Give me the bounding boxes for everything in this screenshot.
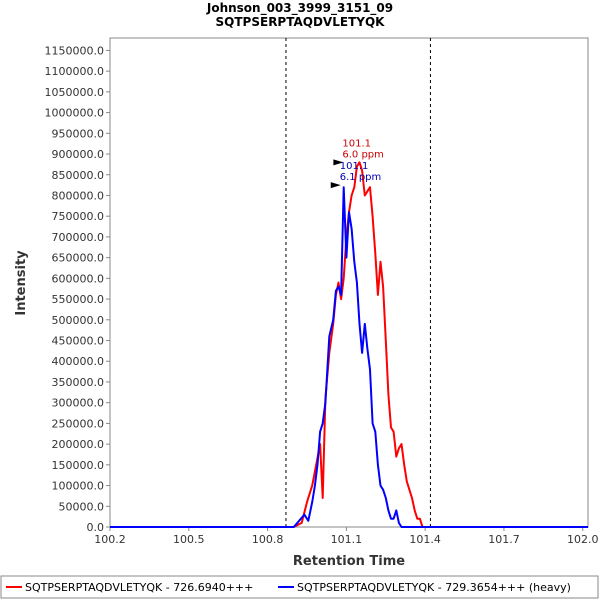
y-axis: 0.0 50000.0 100000.0 150000.0 200000.0 250000… (45, 44, 110, 534)
x-tick-label: 100.8 (252, 533, 284, 546)
peak-annotation-rt: 101.1 (342, 138, 371, 149)
chart-subtitle: SQTPSERPTAQDVLETYQK (216, 15, 386, 29)
y-tick-label: 1050000.0 (45, 86, 105, 99)
y-tick-label: 550000.0 (52, 293, 105, 306)
y-tick-label: 300000.0 (52, 397, 105, 410)
y-tick-label: 150000.0 (52, 459, 105, 472)
y-tick-label: 800000.0 (52, 189, 105, 202)
y-tick-label: 400000.0 (52, 355, 105, 368)
x-tick-label: 100.2 (94, 533, 126, 546)
x-axis: 100.2 100.5 100.8 101.1 101.4 101.7 102.0 (94, 527, 598, 546)
y-tick-label: 700000.0 (52, 231, 105, 244)
legend-entry-heavy: SQTPSERPTAQDVLETYQK - 729.3654+++ (heavy… (297, 581, 571, 594)
legend-entry-light: SQTPSERPTAQDVLETYQK - 726.6940+++ (25, 581, 253, 594)
y-axis-label: Intensity (14, 250, 29, 316)
peak-marker-arrow (333, 159, 344, 166)
plot-area (109, 37, 589, 528)
y-tick-label: 200000.0 (52, 438, 105, 451)
y-tick-label: 600000.0 (52, 272, 105, 285)
series-line-heavy (110, 186, 588, 528)
y-tick-label: 250000.0 (52, 417, 105, 430)
y-tick-label: 950000.0 (52, 127, 105, 140)
x-tick-label: 100.5 (173, 533, 205, 546)
y-tick-label: 0.0 (87, 521, 105, 534)
y-tick-label: 350000.0 (52, 376, 105, 389)
y-tick-label: 100000.0 (52, 480, 105, 493)
y-tick-label: 1150000.0 (45, 44, 105, 57)
y-tick-label: 450000.0 (52, 335, 105, 348)
y-tick-label: 900000.0 (52, 148, 105, 161)
y-tick-label: 1100000.0 (45, 65, 105, 78)
legend-box (0, 575, 599, 599)
y-tick-label: 500000.0 (52, 314, 105, 327)
x-tick-label: 102.0 (567, 533, 599, 546)
x-tick-label: 101.1 (331, 533, 363, 546)
y-tick-label: 650000.0 (52, 252, 105, 265)
chart-title: Johnson_003_3999_3151_09 (206, 1, 393, 16)
peak-annotation-ppm: 6.1 ppm (340, 172, 382, 183)
peak-annotation-rt: 101.1 (340, 161, 369, 172)
x-axis-label: Retention Time (293, 554, 405, 569)
peak-annotation-ppm: 6.0 ppm (342, 149, 384, 160)
y-tick-label: 750000.0 (52, 210, 105, 223)
legend: SQTPSERPTAQDVLETYQK - 726.6940+++ SQTPSE… (0, 575, 599, 599)
y-tick-label: 850000.0 (52, 169, 105, 182)
x-tick-label: 101.7 (488, 533, 520, 546)
y-tick-label: 50000.0 (59, 500, 105, 513)
y-tick-label: 1000000.0 (45, 107, 105, 120)
x-tick-label: 101.4 (409, 533, 441, 546)
peak-marker-arrow (330, 182, 341, 189)
series-layer (110, 161, 588, 528)
